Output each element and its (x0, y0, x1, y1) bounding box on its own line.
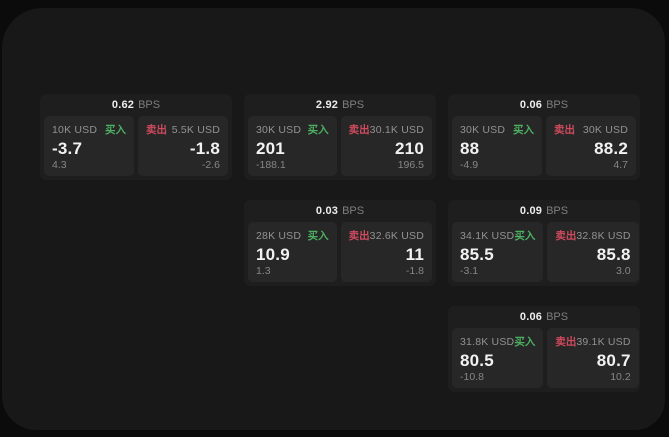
quote-card: 0.06 BPS 30K USD 买入 88 -4.9 卖出 30K USD 8… (448, 94, 640, 180)
sell-notional: 32.6K USD (369, 230, 424, 242)
quote-card: 2.92 BPS 30K USD 买入 201 -188.1 卖出 30.1K … (244, 94, 436, 180)
buy-side-label: 买入 (513, 124, 534, 136)
sell-price: 85.8 (596, 244, 631, 264)
sell-quote-tile[interactable]: 卖出 30.1K USD 210 196.5 (340, 116, 432, 176)
bps-unit-label: BPS (342, 99, 365, 111)
buy-sub-value: -10.8 (460, 371, 484, 383)
spread-value: 0.06 (519, 311, 543, 323)
quote-body: 30K USD 买入 201 -188.1 卖出 30.1K USD 210 1… (244, 116, 436, 180)
bps-unit-label: BPS (138, 99, 161, 111)
sell-sub-value: 196.5 (397, 159, 424, 171)
buy-notional: 30K USD (460, 124, 506, 136)
sell-side-label: 卖出 (555, 230, 577, 242)
buy-sub-value: -3.1 (460, 265, 479, 277)
sell-side-label: 卖出 (348, 230, 370, 242)
spread-header: 0.62 BPS (40, 94, 232, 116)
buy-quote-tile[interactable]: 10K USD 买入 -3.7 4.3 (44, 116, 134, 176)
buy-sub-value: 1.3 (256, 265, 271, 277)
spread-value: 0.06 (519, 99, 543, 111)
sell-notional: 5.5K USD (171, 124, 220, 136)
spread-header: 0.06 BPS (448, 94, 640, 116)
sell-quote-tile[interactable]: 卖出 32.8K USD 85.8 3.0 (547, 222, 639, 282)
buy-price: 10.9 (256, 244, 290, 264)
bps-unit-label: BPS (546, 311, 569, 323)
sell-notional: 30.1K USD (369, 124, 424, 136)
buy-notional: 10K USD (52, 124, 98, 136)
sell-price: 80.7 (596, 350, 631, 370)
spread-value: 0.09 (519, 205, 543, 217)
spread-header: 0.03 BPS (244, 200, 436, 222)
buy-notional: 31.8K USD (460, 336, 515, 348)
spread-header: 0.06 BPS (448, 306, 640, 328)
sell-quote-tile[interactable]: 卖出 30K USD 88.2 4.7 (546, 116, 636, 176)
buy-notional: 34.1K USD (460, 230, 515, 242)
sell-side-label: 卖出 (146, 124, 167, 136)
quote-body: 28K USD 买入 10.9 1.3 卖出 32.6K USD 11 -1.8 (244, 222, 436, 286)
main-panel: 0.62 BPS 10K USD 买入 -3.7 4.3 卖出 5.5K USD… (2, 8, 665, 430)
buy-side-label: 买入 (514, 336, 536, 348)
spread-value: 0.03 (315, 205, 339, 217)
sell-sub-value: -1.8 (405, 265, 424, 277)
spread-header: 2.92 BPS (244, 94, 436, 116)
buy-quote-tile[interactable]: 30K USD 买入 201 -188.1 (248, 116, 337, 176)
buy-price: 201 (256, 138, 285, 158)
buy-price: 80.5 (460, 350, 494, 370)
buy-price: 88 (460, 138, 480, 158)
buy-notional: 30K USD (256, 124, 302, 136)
buy-side-label: 买入 (105, 124, 126, 136)
sell-sub-value: 3.0 (616, 265, 631, 277)
buy-sub-value: 4.3 (52, 159, 67, 171)
buy-side-label: 买入 (307, 230, 329, 242)
sell-price: 88.2 (594, 138, 628, 158)
buy-sub-value: -4.9 (460, 159, 479, 171)
sell-notional: 30K USD (582, 124, 628, 136)
buy-side-label: 买入 (514, 230, 536, 242)
quote-body: 10K USD 买入 -3.7 4.3 卖出 5.5K USD -1.8 -2.… (40, 116, 232, 180)
buy-side-label: 买入 (307, 124, 329, 136)
buy-quote-tile[interactable]: 34.1K USD 买入 85.5 -3.1 (452, 222, 544, 282)
sell-side-label: 卖出 (554, 124, 575, 136)
sell-price: 210 (395, 138, 424, 158)
quote-body: 31.8K USD 买入 80.5 -10.8 卖出 39.1K USD 80.… (448, 328, 640, 392)
buy-price: -3.7 (52, 138, 83, 158)
buy-sub-value: -188.1 (256, 159, 286, 171)
sell-price: 11 (405, 244, 424, 264)
sell-quote-tile[interactable]: 卖出 39.1K USD 80.7 10.2 (547, 328, 639, 388)
sell-notional: 32.8K USD (576, 230, 631, 242)
sell-price: -1.8 (189, 138, 220, 158)
buy-quote-tile[interactable]: 31.8K USD 买入 80.5 -10.8 (452, 328, 544, 388)
bps-unit-label: BPS (546, 99, 569, 111)
spread-value: 2.92 (315, 99, 339, 111)
quote-body: 34.1K USD 买入 85.5 -3.1 卖出 32.8K USD 85.8… (448, 222, 640, 286)
sell-sub-value: 4.7 (613, 159, 628, 171)
quote-card: 0.09 BPS 34.1K USD 买入 85.5 -3.1 卖出 32.8K… (448, 200, 640, 286)
sell-sub-value: 10.2 (610, 371, 631, 383)
spread-header: 0.09 BPS (448, 200, 640, 222)
bps-unit-label: BPS (546, 205, 569, 217)
sell-sub-value: -2.6 (201, 159, 220, 171)
sell-side-label: 卖出 (555, 336, 577, 348)
sell-side-label: 卖出 (348, 124, 370, 136)
sell-quote-tile[interactable]: 卖出 5.5K USD -1.8 -2.6 (138, 116, 228, 176)
sell-notional: 39.1K USD (576, 336, 631, 348)
buy-quote-tile[interactable]: 28K USD 买入 10.9 1.3 (248, 222, 337, 282)
buy-quote-tile[interactable]: 30K USD 买入 88 -4.9 (452, 116, 542, 176)
quote-card: 0.03 BPS 28K USD 买入 10.9 1.3 卖出 32.6K US… (244, 200, 436, 286)
spread-value: 0.62 (111, 99, 135, 111)
buy-price: 85.5 (460, 244, 494, 264)
buy-notional: 28K USD (256, 230, 302, 242)
quote-card: 0.62 BPS 10K USD 买入 -3.7 4.3 卖出 5.5K USD… (40, 94, 232, 180)
bps-unit-label: BPS (342, 205, 365, 217)
quote-body: 30K USD 买入 88 -4.9 卖出 30K USD 88.2 4.7 (448, 116, 640, 180)
quote-card: 0.06 BPS 31.8K USD 买入 80.5 -10.8 卖出 39.1… (448, 306, 640, 392)
sell-quote-tile[interactable]: 卖出 32.6K USD 11 -1.8 (340, 222, 432, 282)
